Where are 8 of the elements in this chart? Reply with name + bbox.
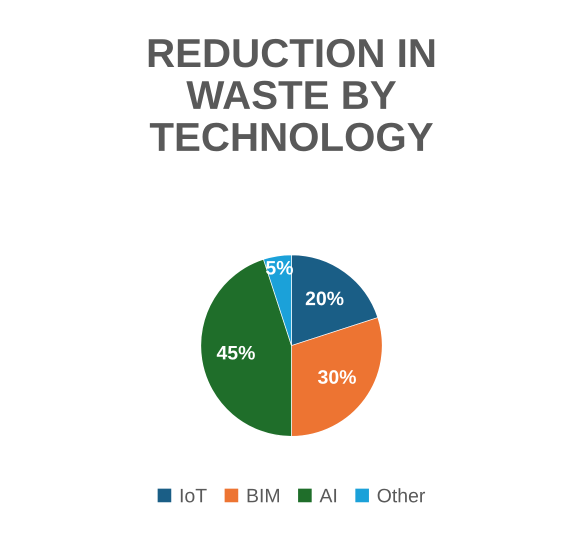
data-label: 20% [306,292,344,306]
legend-label: IoT [180,488,207,502]
legend-label: AI [320,488,336,502]
chart-title: REDUCTION IN WASTE BY TECHNOLOGY [148,38,434,152]
legend-label: BIM [248,488,279,502]
data-label: 45% [216,346,255,360]
data-label: 30% [318,370,356,384]
legend-label: Other [378,488,426,502]
